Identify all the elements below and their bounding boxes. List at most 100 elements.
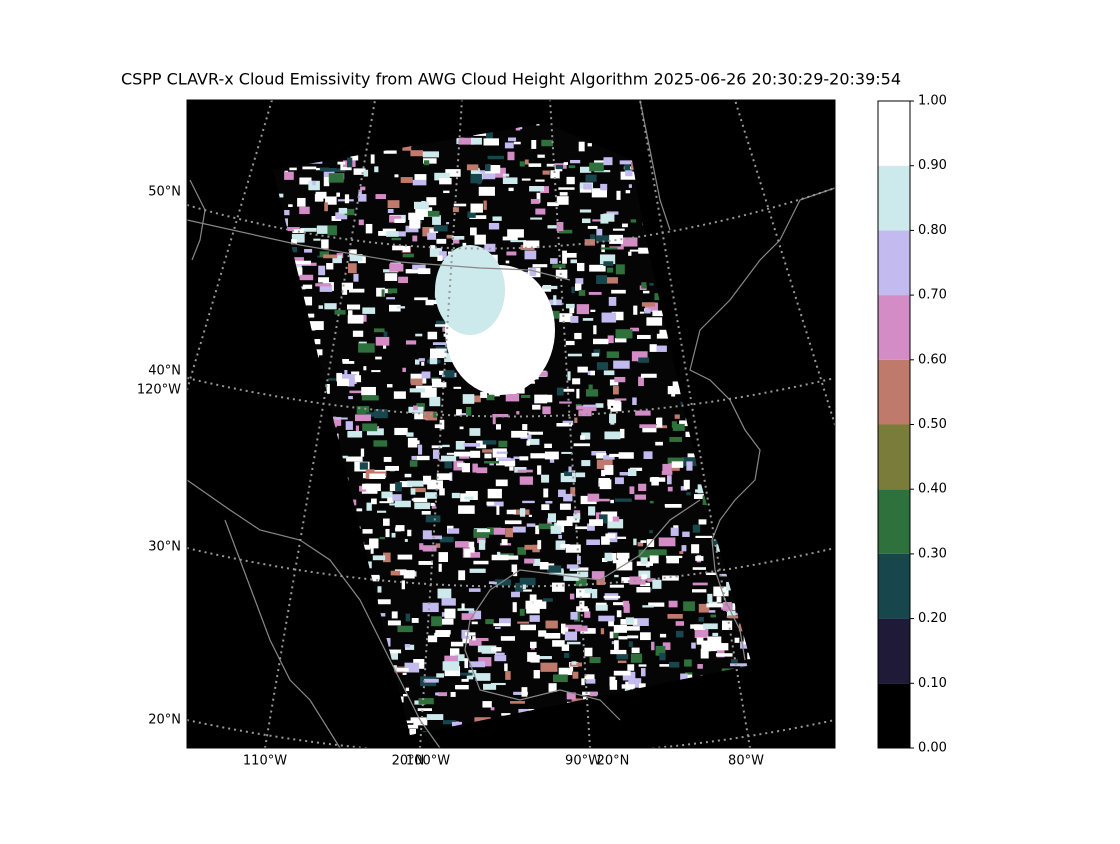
- colorbar-tick-label: 1.00: [918, 94, 947, 109]
- cloud-pixel: [421, 371, 431, 379]
- cloud-pixel: [667, 614, 683, 619]
- cloud-pixel: [467, 211, 476, 218]
- cloud-pixel: [476, 467, 488, 474]
- cloud-pixel: [700, 648, 709, 659]
- cloud-pixel: [616, 561, 633, 571]
- cloud-pixel: [543, 598, 553, 602]
- cloud-pixel: [422, 530, 432, 540]
- cloud-pixel: [480, 391, 488, 398]
- cloud-pixel: [313, 238, 321, 241]
- cloud-pixel: [505, 555, 519, 560]
- cloud-pixel: [418, 444, 423, 455]
- cloud-pixel: [631, 647, 640, 654]
- cloud-pixel: [595, 604, 608, 611]
- cloud-pixel: [474, 234, 486, 245]
- cloud-pixel: [444, 459, 452, 469]
- cloud-pixel: [450, 691, 456, 697]
- cloud-mass: [435, 245, 505, 335]
- cloud-pixel: [411, 455, 417, 460]
- cloud-pixel: [458, 505, 475, 514]
- cloud-pixel: [277, 193, 284, 198]
- cloud-pixel: [550, 258, 558, 264]
- cloud-pixel: [458, 570, 466, 581]
- cloud-pixel: [611, 641, 616, 645]
- cloud-pixel: [609, 584, 624, 588]
- cloud-pixel: [613, 670, 631, 676]
- cloud-pixel: [628, 678, 642, 688]
- cloud-pixel: [414, 359, 420, 365]
- cloud-pixel: [394, 482, 402, 492]
- cloud-pixel: [387, 497, 394, 503]
- cloud-pixel: [574, 417, 578, 423]
- cloud-pixel: [606, 211, 619, 215]
- cloud-pixel: [614, 398, 627, 401]
- cloud-pixel: [595, 403, 604, 408]
- cloud-pixel: [603, 455, 615, 460]
- cloud-pixel: [487, 155, 504, 160]
- cloud-pixel: [362, 307, 376, 314]
- cloud-pixel: [613, 360, 630, 369]
- cloud-pixel: [476, 529, 491, 533]
- cloud-pixel: [638, 247, 649, 254]
- cloud-pixel: [679, 420, 692, 427]
- cloud-pixel: [604, 431, 621, 440]
- cloud-pixel: [588, 384, 593, 390]
- cloud-pixel: [633, 305, 638, 315]
- cloud-pixel: [422, 602, 439, 613]
- cloud-pixel: [405, 687, 410, 692]
- cloud-pixel: [566, 692, 576, 700]
- cloud-pixel: [347, 157, 353, 168]
- cloud-pixel: [641, 282, 647, 289]
- cloud-pixel: [617, 660, 627, 664]
- cloud-pixel: [659, 652, 666, 661]
- cloud-pixel: [488, 581, 496, 585]
- cloud-pixel: [558, 489, 566, 498]
- cloud-pixel: [618, 452, 634, 459]
- cloud-pixel: [373, 409, 388, 419]
- cloud-pixel: [358, 189, 362, 195]
- cloud-pixel: [596, 362, 609, 370]
- cloud-pixel: [556, 387, 564, 396]
- cloud-pixel: [632, 618, 649, 626]
- cloud-pixel: [570, 315, 579, 323]
- cloud-pixel: [692, 567, 706, 570]
- cloud-pixel: [485, 165, 501, 174]
- cloud-pixel: [603, 157, 613, 166]
- cloud-pixel: [353, 273, 359, 282]
- cloud-pixel: [418, 698, 434, 705]
- cloud-pixel: [478, 186, 495, 196]
- cloud-pixel: [432, 342, 447, 346]
- cloud-pixel: [589, 692, 598, 697]
- cloud-pixel: [402, 672, 407, 675]
- cloud-pixel: [655, 646, 666, 656]
- cloud-pixel: [490, 707, 495, 711]
- cloud-pixel: [444, 666, 461, 677]
- cloud-pixel: [482, 440, 497, 445]
- cloud-pixel: [458, 672, 473, 676]
- cloud-pixel: [649, 500, 654, 504]
- cloud-pixel: [697, 664, 703, 669]
- lat-label: 20°N: [148, 713, 181, 728]
- cloud-pixel: [348, 310, 353, 318]
- colorbar-bin: [878, 101, 910, 166]
- cloud-pixel: [419, 543, 424, 550]
- cloud-pixel: [458, 137, 474, 145]
- cloud-pixel: [485, 130, 493, 139]
- cloud-pixel: [492, 216, 502, 221]
- cloud-pixel: [570, 611, 578, 620]
- cloud-pixel: [568, 165, 576, 169]
- cloud-pixel: [470, 137, 482, 145]
- cloud-pixel: [615, 329, 633, 339]
- cloud-pixel: [386, 297, 396, 300]
- cloud-pixel: [318, 277, 329, 283]
- cloud-pixel: [569, 662, 574, 672]
- cloud-pixel: [349, 254, 363, 262]
- cloud-pixel: [383, 150, 397, 154]
- cloud-pixel: [512, 526, 526, 533]
- cloud-pixel: [608, 296, 617, 306]
- cloud-pixel: [304, 249, 313, 253]
- cloud-pixel: [707, 593, 713, 603]
- cloud-pixel: [601, 312, 617, 323]
- cloud-pixel: [518, 708, 535, 714]
- cloud-pixel: [502, 173, 510, 177]
